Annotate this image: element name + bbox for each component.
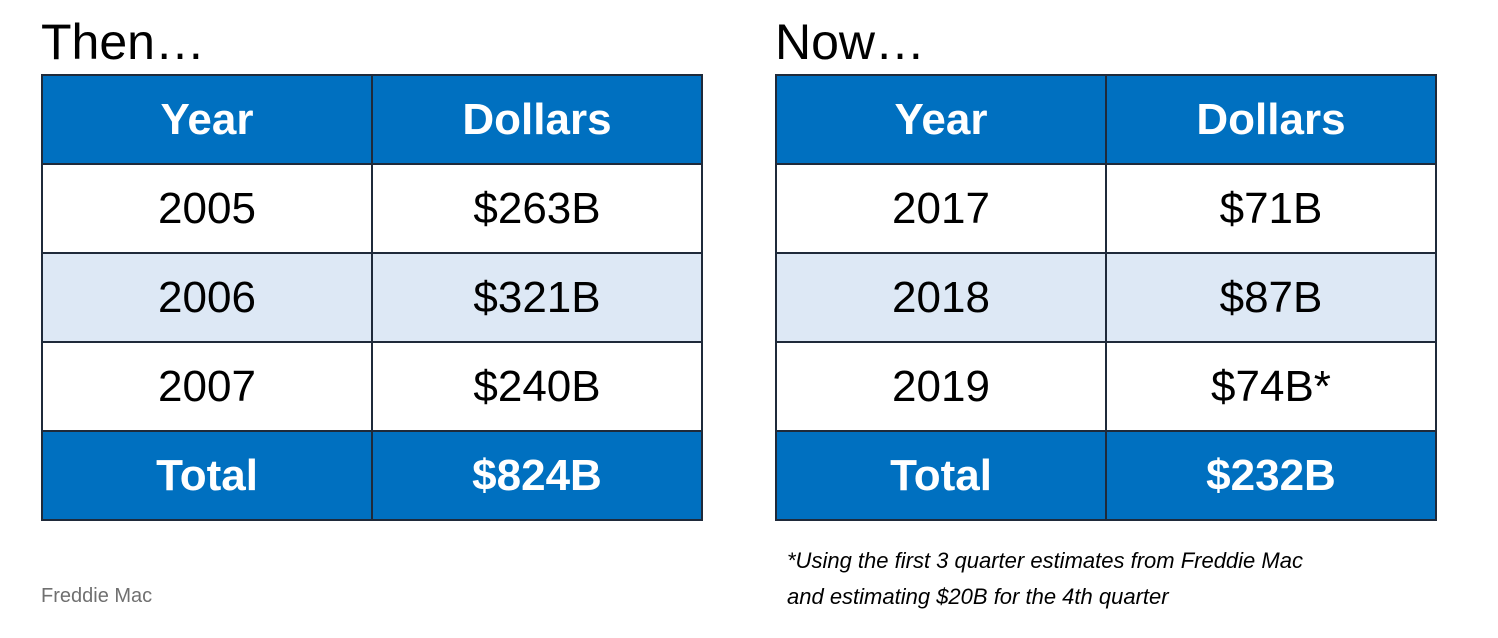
table-row: 2017 $71B [775, 163, 1437, 254]
table-cell: Total [41, 430, 373, 521]
table-row: Year Dollars [775, 74, 1437, 165]
table-cell: Dollars [1105, 74, 1437, 165]
table-cell: 2007 [41, 341, 373, 432]
table-cell: 2019 [775, 341, 1107, 432]
table: Year Dollars 2017 $71B 2018 $87B 2019 $74B* Tota… [775, 74, 1437, 521]
table-cell: 2005 [41, 163, 373, 254]
table-title: Now… [775, 14, 926, 70]
footnote: *Using the first 3 quarter estimates fro… [787, 548, 1303, 573]
source: Freddie Mac [41, 585, 153, 607]
table-cell: 2018 [775, 252, 1107, 343]
table-row: 2005 $263B [41, 163, 703, 254]
table-cell: Dollars [371, 74, 703, 165]
table-cell: Year [775, 74, 1107, 165]
table-row: 2007 $240B [41, 341, 703, 432]
table-cell: $87B [1105, 252, 1437, 343]
table-row: 2018 $87B [775, 252, 1437, 343]
table-cell: Total [775, 430, 1107, 521]
footnote: and estimating $20B for the 4th quarter [787, 584, 1169, 609]
table-cell: $321B [371, 252, 703, 343]
table-cell: $232B [1105, 430, 1437, 521]
table-row: 2019 $74B* [775, 341, 1437, 432]
table-cell: $240B [371, 341, 703, 432]
table-cell: 2017 [775, 163, 1107, 254]
table-row: 2006 $321B [41, 252, 703, 343]
table-cell: $71B [1105, 163, 1437, 254]
table-cell: Year [41, 74, 373, 165]
table-row: Year Dollars [41, 74, 703, 165]
table-title: Then… [41, 14, 205, 70]
table-row: Total $824B [41, 430, 703, 521]
table: Year Dollars 2005 $263B 2006 $321B 2007 $240B To… [41, 74, 703, 521]
table-cell: $824B [371, 430, 703, 521]
table-cell: $74B* [1105, 341, 1437, 432]
table-cell: $263B [371, 163, 703, 254]
table-row: Total $232B [775, 430, 1437, 521]
table-cell: 2006 [41, 252, 373, 343]
